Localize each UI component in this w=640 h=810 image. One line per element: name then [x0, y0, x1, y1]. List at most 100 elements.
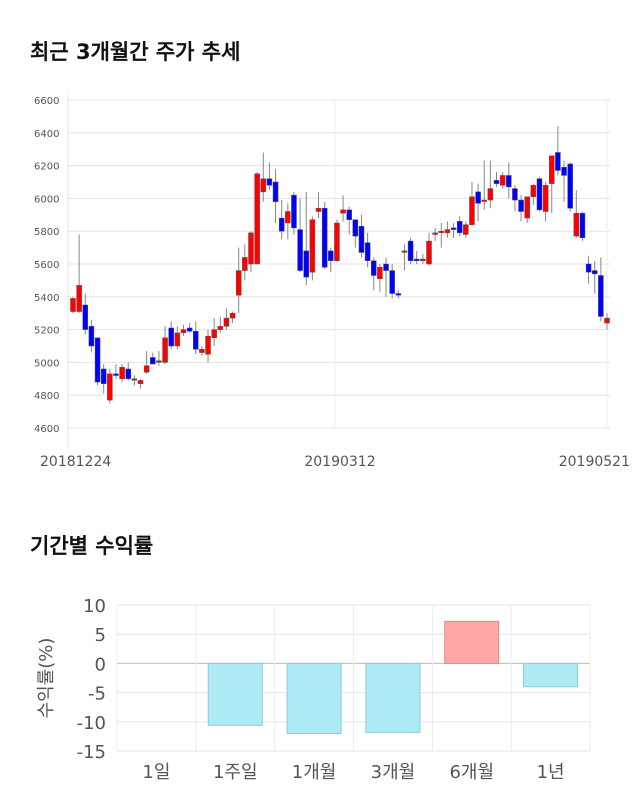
x-tick-label: 6개월 [449, 762, 494, 783]
candle-down [297, 229, 303, 271]
candle-up [217, 326, 224, 330]
candle-up [542, 185, 549, 212]
candle-up [340, 209, 346, 214]
candle-up [377, 267, 383, 280]
x-tick-label: 1일 [142, 762, 170, 783]
y-tick-label: 6000 [34, 194, 59, 205]
candle-down [395, 293, 402, 296]
candle-down [450, 227, 457, 230]
candle-up [549, 155, 555, 184]
candle-down [512, 188, 518, 201]
candle-up [444, 229, 451, 234]
candle-down [358, 226, 365, 253]
x-tick-label: 1년 [537, 762, 565, 783]
candle-down [585, 263, 592, 273]
candle-up [174, 332, 181, 347]
candle-down [266, 178, 273, 186]
candle-up [229, 312, 236, 319]
candle-up [334, 222, 340, 261]
candle-down [456, 221, 463, 234]
candle-up [235, 270, 242, 296]
x-tick-label: 20190312 [304, 454, 375, 470]
candle-down [364, 242, 371, 261]
candle-down [168, 327, 174, 347]
y-tick-label: 5200 [34, 326, 59, 337]
candle-up [487, 188, 494, 201]
candle-down [82, 304, 89, 330]
y-tick-label: -5 [88, 684, 106, 705]
candle-down [100, 368, 107, 384]
y-tick-label: 5400 [34, 293, 59, 304]
candle-down [493, 180, 500, 184]
candle-up [315, 207, 322, 212]
candle-up [438, 230, 445, 233]
candle-down [94, 337, 101, 383]
candle-up [481, 199, 487, 202]
candle-up [143, 365, 150, 373]
candle-up [426, 240, 432, 265]
x-tick-label: 20181224 [40, 454, 111, 470]
candle-up [248, 232, 254, 265]
candle-up [463, 224, 469, 235]
candle-up [285, 211, 291, 224]
candle-up [162, 337, 168, 363]
candle-down [291, 194, 297, 229]
candle-down [113, 373, 119, 376]
y-tick-label: -15 [77, 742, 106, 763]
candle-up [499, 175, 506, 186]
candle-up [573, 212, 580, 237]
x-tick-label: 1개월 [292, 762, 337, 783]
bar-5 [523, 662, 579, 688]
y-tick-label: 0 [95, 654, 106, 675]
candle-down [346, 209, 352, 220]
y-tick-label: 5800 [34, 227, 59, 238]
candle-down [598, 275, 604, 317]
candle-up [309, 219, 316, 273]
y-tick-label: 10 [83, 596, 106, 617]
candle-up [524, 196, 530, 219]
candle-down [561, 166, 567, 176]
candle-down [272, 181, 279, 202]
candle-up [530, 185, 537, 198]
bar-4 [444, 620, 500, 664]
candle-up [156, 360, 162, 363]
candle-down [88, 326, 95, 347]
price-chart-title: 최근 3개월간 주가 추세 [30, 40, 241, 64]
candle-down [303, 250, 309, 278]
candle-up [242, 257, 248, 271]
candle-down [383, 263, 389, 271]
bar-1 [207, 662, 263, 726]
candle-up [180, 329, 187, 334]
candle-up [604, 317, 610, 324]
candle-up [119, 367, 125, 380]
candle-up [254, 173, 260, 265]
candle-up [205, 335, 211, 355]
candle-up [131, 378, 138, 381]
candle-up [107, 373, 113, 401]
candle-down [186, 327, 193, 332]
candle-down [328, 250, 334, 261]
returns-chart-title: 기간별 수익률 [30, 534, 154, 558]
y-tick-label: 6200 [34, 162, 59, 173]
candle-up [211, 329, 217, 339]
candle-down [506, 175, 512, 188]
candlestick-chart: 4600 4800 5000 5200 5400 5600 5800 6000 6200 6400… [34, 95, 630, 470]
candle-down [413, 258, 420, 261]
y-tick-label: 5600 [34, 260, 59, 271]
bar-2 [286, 662, 342, 734]
candle-up [401, 250, 408, 253]
candle-down [555, 152, 561, 171]
x-tick-label: 20190521 [559, 454, 630, 470]
y-tick-label: 4600 [34, 424, 59, 435]
y-tick-label: 4800 [34, 391, 59, 402]
y-axis-label: 수익률(%) [36, 638, 57, 719]
y-tick-label: 6400 [34, 129, 59, 140]
y-tick-label: 5 [95, 625, 106, 646]
candle-down [150, 357, 156, 365]
x-tick-label: 1주일 [213, 762, 258, 783]
y-tick-label: 6600 [34, 96, 59, 107]
candle-down [567, 163, 573, 209]
bar-3 [365, 662, 421, 733]
candle-up [469, 196, 475, 225]
